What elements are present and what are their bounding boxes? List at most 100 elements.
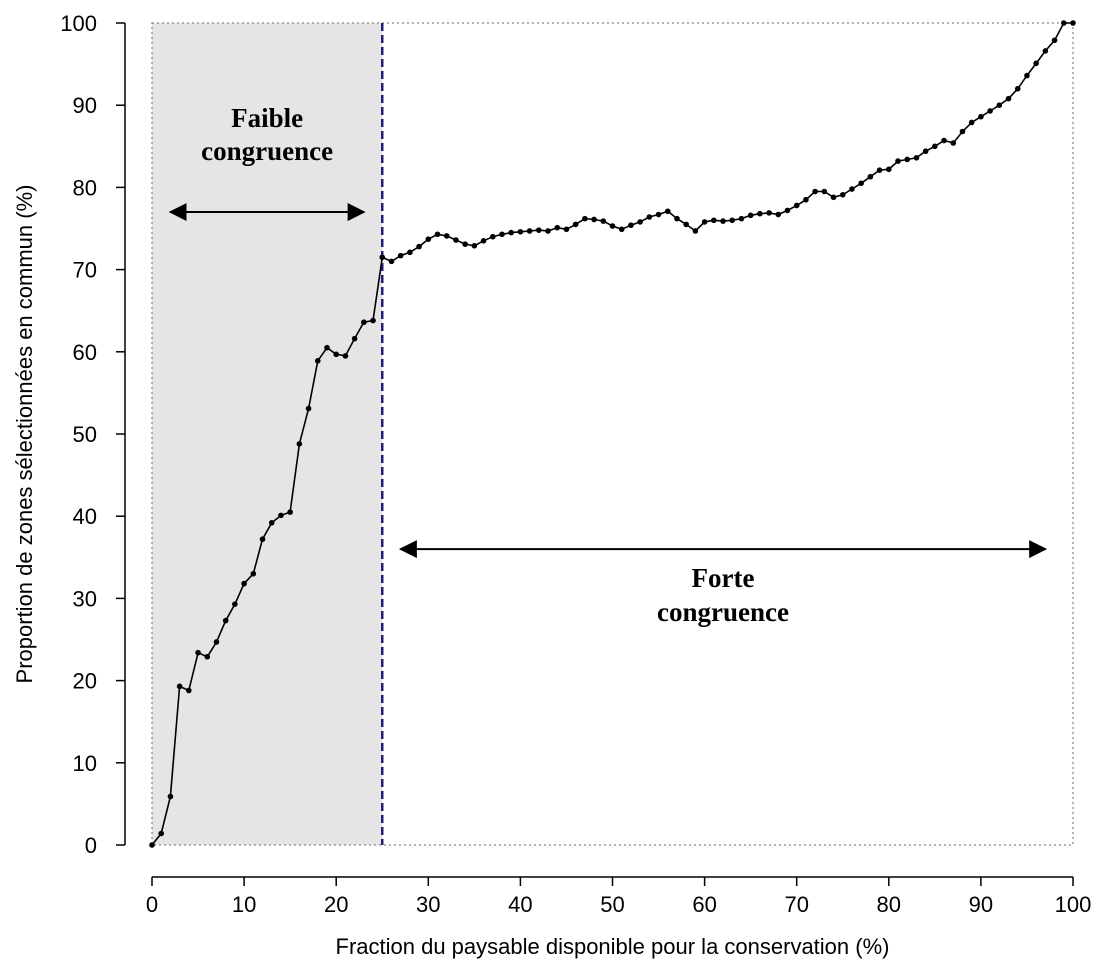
data-point: [167, 793, 174, 800]
y-tick-label: 90: [73, 93, 97, 118]
data-point: [839, 191, 846, 198]
y-tick-label: 60: [73, 340, 97, 365]
x-tick-label: 100: [1055, 892, 1092, 917]
x-tick-label: 90: [969, 892, 993, 917]
data-point: [536, 227, 542, 233]
data-point: [858, 180, 864, 187]
x-tick-label: 70: [784, 892, 808, 917]
data-point: [757, 210, 763, 217]
data-point: [204, 653, 211, 660]
data-point: [637, 219, 643, 225]
data-point: [784, 207, 791, 214]
data-point: [922, 148, 929, 155]
data-point: [582, 215, 588, 222]
data-point: [324, 344, 330, 351]
x-tick-label: 0: [146, 892, 158, 917]
data-point: [434, 231, 441, 238]
data-point: [1033, 60, 1039, 67]
data-point: [517, 228, 524, 235]
data-point: [563, 226, 570, 233]
data-point: [407, 249, 413, 256]
annotation-label: Faible: [231, 103, 303, 133]
y-tick-label: 40: [73, 504, 97, 529]
data-point: [766, 210, 772, 216]
data-point: [812, 188, 818, 195]
data-point: [222, 617, 229, 624]
data-point: [416, 243, 422, 250]
x-tick-label: 10: [232, 892, 256, 917]
annotation-label: Forte: [692, 563, 755, 593]
data-point: [968, 119, 975, 126]
data-point: [664, 208, 671, 215]
x-tick-label: 40: [508, 892, 532, 917]
data-point: [397, 252, 404, 259]
data-point: [232, 601, 238, 607]
y-tick-label: 30: [73, 586, 97, 611]
shaded-region: [152, 23, 383, 845]
x-tick-label: 80: [877, 892, 901, 917]
data-point: [793, 202, 800, 209]
low-congruence-region: [152, 23, 383, 845]
data-point: [978, 113, 984, 120]
data-point: [1042, 48, 1049, 54]
data-point: [305, 405, 312, 412]
y-tick-label: 100: [60, 11, 97, 36]
data-point: [1014, 85, 1021, 92]
data-point: [849, 186, 855, 192]
data-point: [388, 258, 395, 265]
data-point: [489, 233, 496, 240]
data-point: [278, 512, 284, 519]
data-point: [932, 143, 938, 150]
y-tick-label: 80: [73, 175, 97, 200]
x-tick-label: 60: [692, 892, 716, 917]
data-point: [1070, 20, 1076, 26]
data-point: [609, 223, 616, 229]
data-point: [1005, 95, 1012, 102]
annotation-label: congruence: [201, 136, 333, 166]
data-point: [692, 228, 699, 234]
data-point: [1024, 72, 1030, 79]
data-point: [572, 221, 579, 228]
data-point: [480, 238, 487, 244]
data-point: [618, 226, 625, 233]
y-tick-label: 70: [73, 258, 97, 283]
data-point: [941, 137, 947, 144]
data-point: [443, 233, 450, 239]
data-point: [959, 128, 966, 135]
y-tick-label: 10: [73, 751, 97, 776]
data-point: [545, 228, 551, 234]
data-point: [149, 842, 155, 848]
data-point: [895, 158, 901, 164]
data-series: [149, 20, 1076, 848]
data-point: [996, 102, 1003, 108]
data-point: [361, 319, 367, 326]
data-point: [195, 649, 201, 656]
data-point: [738, 215, 745, 222]
data-point: [186, 687, 192, 694]
data-point: [674, 215, 680, 222]
plot-box: [151, 22, 1074, 846]
data-point: [314, 358, 321, 364]
data-point: [867, 173, 874, 180]
data-point: [342, 353, 349, 359]
data-point: [471, 242, 478, 249]
data-point: [591, 216, 597, 223]
data-point: [499, 231, 505, 238]
y-tick-label: 50: [73, 422, 97, 447]
data-point: [701, 219, 708, 225]
data-point: [508, 229, 514, 236]
axes: 0 10 20 30 40 50 60 70 80 90 100 0 10 20 30 40 50 60 70 80 9…: [60, 11, 1091, 917]
data-point: [913, 155, 920, 161]
annotation-label: congruence: [657, 597, 789, 627]
data-point: [830, 194, 837, 201]
y-tick-label: 20: [73, 669, 97, 694]
data-point: [1051, 37, 1058, 44]
data-point: [333, 351, 340, 358]
data-point: [600, 218, 607, 224]
y-axis-title: Proportion de zones sélectionnées en com…: [12, 185, 37, 684]
data-point: [683, 221, 689, 228]
data-point: [158, 830, 165, 837]
data-point: [268, 519, 275, 526]
x-axis-title: Fraction du paysable disponible pour la …: [336, 934, 890, 959]
